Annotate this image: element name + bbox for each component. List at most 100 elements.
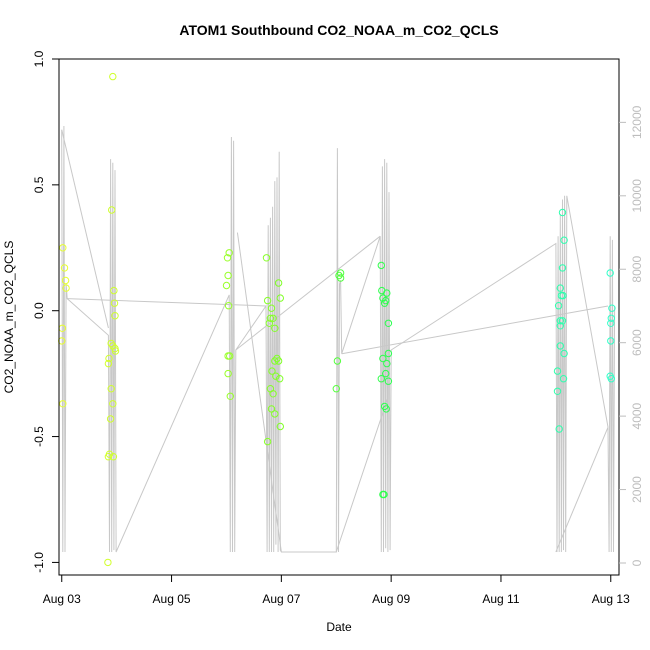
y-tick-label: -1.0 [32, 552, 46, 573]
y2-tick-label: 4000 [630, 402, 644, 429]
data-point [559, 375, 568, 383]
data-point [383, 289, 391, 297]
data-point [110, 286, 118, 295]
y2-axis-altitude: 0 2000 4000 6000 8000 10000 12000 [619, 105, 644, 566]
data-point [109, 72, 117, 81]
y-tick-label: 0.5 [32, 176, 46, 193]
x-axis: Aug 03 Aug 05 Aug 07 Aug 09 Aug 11 Aug 13 [43, 574, 630, 606]
data-point [224, 302, 233, 310]
data-point [223, 254, 232, 262]
y-tick-label: 1.0 [32, 50, 46, 67]
data-point [60, 264, 69, 272]
data-point [109, 400, 117, 408]
data-point [556, 322, 564, 330]
data-point [276, 294, 284, 302]
data-point [556, 317, 564, 325]
data-point [271, 410, 279, 418]
data-point [226, 352, 234, 360]
data-point [377, 261, 385, 270]
y2-tick-label: 0 [630, 559, 644, 566]
data-point [225, 249, 233, 257]
data-point [556, 284, 564, 292]
data-point [109, 453, 118, 461]
data-point [556, 342, 564, 350]
data-point [222, 281, 231, 290]
altitude-connector-line [555, 426, 609, 553]
altitude-series [61, 125, 616, 553]
data-point [108, 206, 116, 214]
data-point [262, 254, 271, 262]
data-point [104, 453, 113, 461]
data-point [106, 415, 115, 423]
x-tick-label: Aug 07 [262, 592, 300, 606]
data-point [59, 400, 67, 408]
altitude-connector-line [335, 397, 389, 553]
data-point [266, 314, 275, 322]
y-tick-label: -0.5 [32, 426, 46, 447]
data-point [332, 385, 340, 393]
data-points [58, 72, 616, 567]
y2-tick-label: 8000 [630, 256, 644, 283]
data-point [379, 354, 387, 363]
x-tick-label: Aug 13 [592, 592, 630, 606]
y-axis-label: CO2_NOAA_m_CO2_QCLS [2, 241, 16, 394]
data-point [263, 437, 272, 446]
x-tick-label: Aug 05 [153, 592, 191, 606]
data-point [380, 490, 388, 499]
chart-title: ATOM1 Southbound CO2_NOAA_m_CO2_QCLS [179, 22, 498, 38]
data-point [61, 276, 70, 285]
data-point [105, 354, 113, 363]
data-point [224, 271, 232, 280]
data-point [107, 385, 115, 393]
data-point [271, 357, 279, 365]
data-point [111, 312, 119, 320]
x-tick-label: Aug 09 [372, 592, 410, 606]
data-point [224, 369, 232, 378]
altitude-connector-line [67, 298, 266, 307]
data-point [269, 390, 277, 398]
y-axis: -1.0 -0.5 0.0 0.5 1.0 [32, 50, 60, 573]
data-point [607, 314, 615, 322]
data-point [333, 357, 342, 365]
y2-tick-label: 2000 [630, 476, 644, 503]
data-point [269, 314, 277, 322]
data-point [267, 405, 276, 413]
data-point [558, 317, 567, 325]
data-point [263, 296, 272, 305]
data-point [274, 279, 283, 287]
data-point [271, 324, 279, 332]
data-point [111, 347, 120, 355]
altitude-trace-line [61, 125, 616, 553]
data-point [559, 291, 567, 300]
data-point [558, 208, 567, 217]
y2-tick-label: 6000 [630, 329, 644, 356]
data-point [384, 319, 393, 327]
data-point [110, 299, 119, 307]
data-point [553, 367, 562, 375]
altitude-connector-line [235, 235, 381, 351]
data-point [377, 375, 385, 383]
data-point [384, 349, 393, 358]
x-tick-label: Aug 03 [43, 592, 81, 606]
data-point [276, 422, 284, 431]
y-tick-label: 0.0 [32, 302, 46, 319]
data-point [384, 377, 393, 385]
data-point [382, 405, 390, 413]
data-point [265, 319, 273, 327]
data-point [554, 302, 563, 310]
data-point [379, 294, 387, 302]
data-point [336, 274, 345, 282]
data-point [274, 357, 283, 365]
x-tick-label: Aug 11 [482, 592, 519, 606]
data-point [272, 372, 280, 380]
data-point [59, 244, 67, 252]
data-point [62, 284, 70, 292]
altitude-connector-line [341, 305, 609, 355]
data-point [268, 367, 276, 375]
data-point [607, 337, 615, 345]
data-point [555, 425, 563, 433]
data-point [226, 392, 235, 400]
data-point [560, 349, 568, 358]
data-point [267, 304, 276, 312]
